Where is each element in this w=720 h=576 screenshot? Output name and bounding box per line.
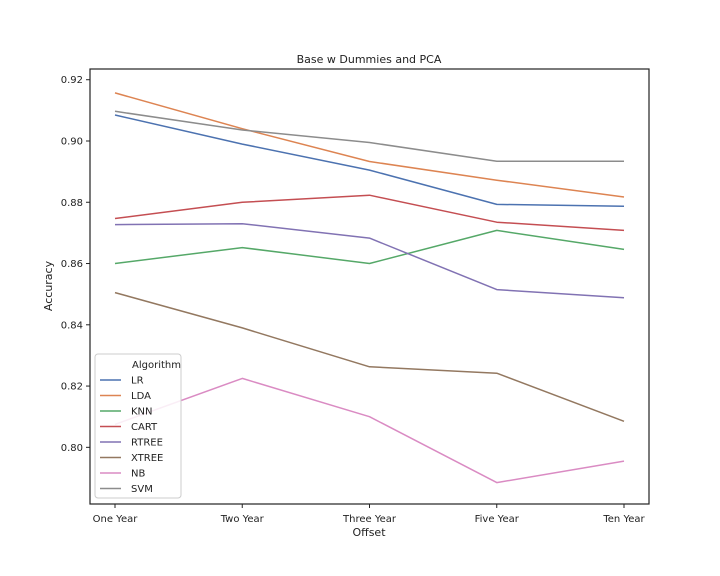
y-tick-label: 0.88 xyxy=(61,198,83,209)
legend-label-lr: LR xyxy=(131,376,144,387)
legend: Algorithm LR LDA KNN CART RTREE XTREE NB SVM xyxy=(94,353,182,499)
series-line-rtree xyxy=(114,222,625,299)
series-line-lda xyxy=(114,92,625,198)
y-axis: 0.80 0.82 0.84 0.86 0.88 0.90 0.92 xyxy=(61,75,90,454)
series-line-svm xyxy=(114,110,624,162)
x-tick-label: Ten Year xyxy=(602,514,645,525)
legend-label-xtree: XTREE xyxy=(131,453,163,464)
legend-label-lda: LDA xyxy=(131,391,151,402)
legend-label-rtree: RTREE xyxy=(131,438,163,449)
y-tick-label: 0.84 xyxy=(61,320,83,331)
legend-label-knn: KNN xyxy=(131,407,153,418)
series-line-cart xyxy=(114,194,625,232)
y-tick-label: 0.90 xyxy=(61,136,83,147)
chart-title: Base w Dummies and PCA xyxy=(297,53,442,66)
y-tick-label: 0.82 xyxy=(61,382,83,393)
series-line-knn xyxy=(114,229,625,265)
x-axis-label: Offset xyxy=(352,526,386,539)
y-tick-label: 0.92 xyxy=(61,75,83,86)
x-tick-label: Two Year xyxy=(220,514,265,525)
legend-items: LR LDA KNN CART RTREE XTREE NB SVM xyxy=(100,376,163,495)
legend-label-svm: SVM xyxy=(131,484,153,495)
y-tick-label: 0.86 xyxy=(61,259,83,270)
y-axis-label: Accuracy xyxy=(42,260,55,311)
legend-box xyxy=(94,353,182,499)
y-tick-label: 0.80 xyxy=(61,443,83,454)
x-axis: One Year Two Year Three Year Five Year Ten Y… xyxy=(93,504,646,525)
legend-title: Algorithm xyxy=(132,360,181,371)
series-line-nb xyxy=(114,377,625,484)
legend-label-nb: NB xyxy=(131,469,145,480)
series-line-xtree xyxy=(114,291,625,423)
plot-lines xyxy=(114,92,625,484)
x-tick-label: One Year xyxy=(93,514,139,525)
legend-label-cart: CART xyxy=(131,422,158,433)
series-line-lr xyxy=(114,114,625,207)
x-tick-label: Five Year xyxy=(475,514,520,525)
x-tick-label: Three Year xyxy=(342,514,397,525)
